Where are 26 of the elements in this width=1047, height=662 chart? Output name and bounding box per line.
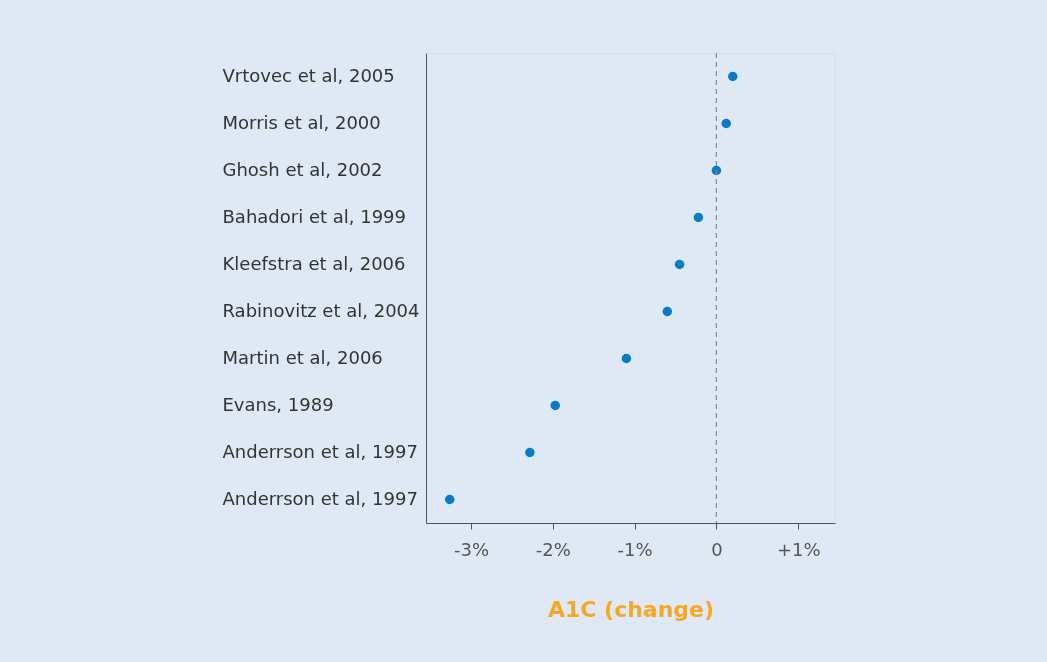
point [728,71,738,82]
point [711,165,722,176]
point [674,259,685,270]
x-tick-label: +1% [776,538,821,560]
y-tick-label: Rabinovitz et al, 2004 [222,300,420,321]
point [662,306,673,317]
y-tick-label: Evans, 1989 [222,394,334,415]
y-tick-label: Vrtovec et al, 2005 [222,65,395,86]
y-tick-label: Kleefstra et al, 2006 [222,253,406,274]
y-tick-label: Martin et al, 2006 [222,347,383,368]
point [550,400,560,411]
y-tick-label: Bahadori et al, 1999 [222,206,407,227]
point [721,118,731,129]
y-tick-label: Anderrson et al, 1997 [222,488,418,509]
point [621,353,632,364]
x-tick-label: -3% [453,538,490,560]
point [444,494,455,505]
x-axis-title: A1C (change) [547,596,715,622]
x-tick-label: 0 [711,538,723,560]
y-tick-label: Anderrson et al, 1997 [222,441,418,462]
x-tick-label: -1% [617,538,653,560]
point [525,447,535,458]
y-tick-label: Morris et al, 2000 [222,112,381,133]
y-tick-label: Ghosh et al, 2002 [222,159,383,180]
point [693,212,704,223]
x-tick-label: -2% [535,538,571,560]
